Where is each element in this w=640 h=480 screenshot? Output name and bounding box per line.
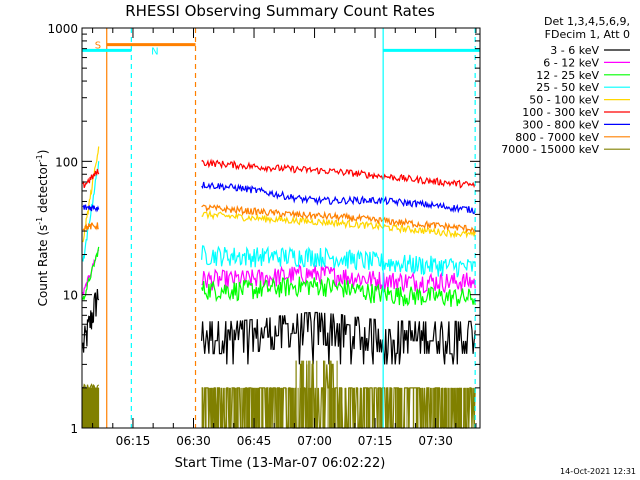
legend-label-9: 7000 - 15000 keV xyxy=(501,143,599,156)
legend-label-7: 300 - 800 keV xyxy=(522,118,599,131)
y-tick-label: 1000 xyxy=(47,22,78,36)
series-pre-8 xyxy=(82,222,99,232)
x-tick-label: 07:15 xyxy=(358,434,393,448)
series-post-1 xyxy=(201,311,476,365)
legend: Det 1,3,4,5,6,9, FDecim 1, Att 0 3 - 6 k… xyxy=(501,15,630,156)
legend-label-5: 50 - 100 keV xyxy=(529,94,599,107)
series-post-3 xyxy=(201,276,476,307)
y-axis-label: Count Rate (s-1 detector-1) xyxy=(35,150,50,307)
axes-layer: 1 10 100 1000 06:15 06:30 06:45 07:00 07:15 07:30 xyxy=(47,22,481,448)
legend-label-8: 800 - 7000 keV xyxy=(515,131,599,144)
series-pre-4 xyxy=(82,161,100,262)
legend-label-1: 3 - 6 keV xyxy=(550,44,599,57)
x-tick-label: 07:30 xyxy=(418,434,453,448)
x-tick-label: 06:30 xyxy=(176,434,211,448)
legend-label-3: 12 - 25 keV xyxy=(536,69,599,82)
x-tick-label: 06:15 xyxy=(116,434,151,448)
plot-frame xyxy=(81,27,481,429)
series-post-7 xyxy=(201,181,476,215)
series-post-5 xyxy=(201,209,476,239)
x-axis-label: Start Time (13-Mar-07 06:02:22) xyxy=(175,456,386,471)
legend-header-line-2: FDecim 1, Att 0 xyxy=(545,28,630,41)
flag-label-n: N xyxy=(151,46,158,57)
timestamp: 14-Oct-2021 12:31 xyxy=(560,467,636,476)
series-post-6 xyxy=(201,158,476,189)
flag-label-s: S xyxy=(95,41,101,52)
x-tick-label: 07:00 xyxy=(297,434,332,448)
series-pre-1 xyxy=(82,288,100,353)
chart-title: RHESSI Observing Summary Count Rates xyxy=(125,2,435,20)
series-post-2 xyxy=(201,263,476,294)
legend-label-4: 25 - 50 keV xyxy=(536,81,599,94)
series-pre-7 xyxy=(82,204,100,213)
legend-header-line-1: Det 1,3,4,5,6,9, xyxy=(544,15,630,28)
series-post-4 xyxy=(201,245,476,278)
marker-layer: SN xyxy=(82,28,480,428)
y-tick-label: 1 xyxy=(70,422,78,436)
series-pre-3 xyxy=(82,246,100,301)
series-pre-6 xyxy=(82,168,100,189)
y-tick-label: 100 xyxy=(55,155,78,169)
legend-label-2: 6 - 12 keV xyxy=(543,56,599,69)
legend-label-6: 100 - 300 keV xyxy=(522,106,599,119)
y-tick-label: 10 xyxy=(63,289,78,303)
series-post-8 xyxy=(201,203,476,234)
x-tick-label: 06:45 xyxy=(237,434,272,448)
series-layer xyxy=(82,146,476,429)
